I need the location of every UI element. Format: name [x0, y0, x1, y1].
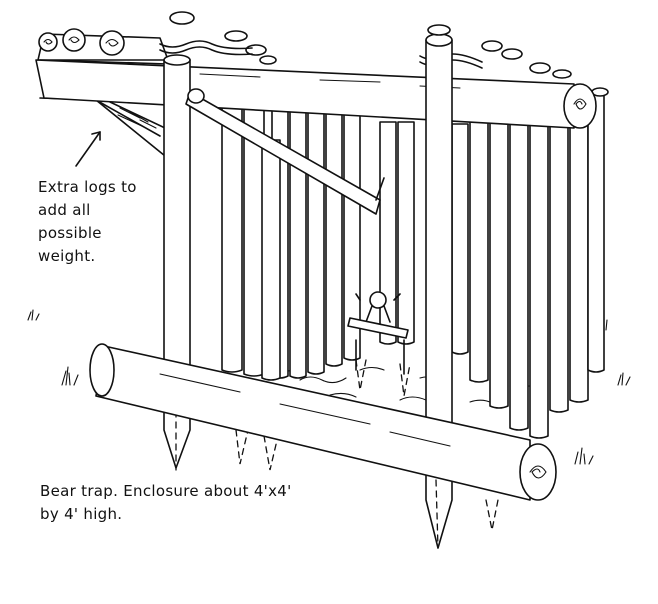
annotation-line: add all: [38, 201, 91, 219]
arrow-to-extra-logs: [75, 131, 101, 167]
extra-logs-annotation: Extra logs to add all possible weight.: [38, 176, 168, 268]
annotation-line: possible: [38, 224, 102, 242]
annotation-line: weight.: [38, 247, 96, 265]
caption-line: Bear trap. Enclosure about 4'x4': [40, 482, 292, 500]
stockade-left-posts: [221, 73, 281, 381]
extra-logs-ramp: [39, 97, 171, 161]
bait-trigger: [347, 291, 409, 375]
annotation-line: Extra logs to: [38, 178, 137, 196]
trigger-lever: [185, 88, 385, 215]
weight-logs: [37, 28, 169, 65]
caption-line: by 4' high.: [40, 505, 123, 523]
bottom-front-log: [89, 343, 557, 501]
figure-caption: Bear trap. Enclosure about 4'x4' by 4' h…: [40, 480, 370, 526]
post-tops: [169, 11, 609, 97]
